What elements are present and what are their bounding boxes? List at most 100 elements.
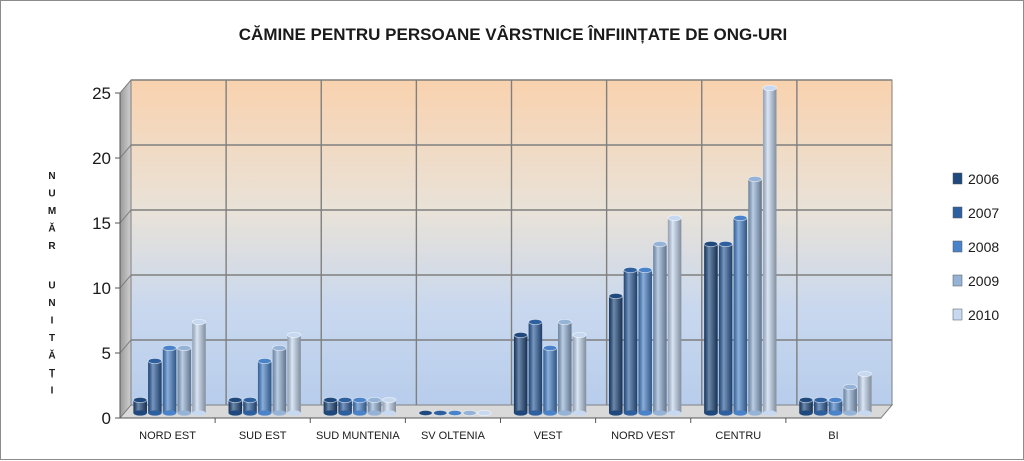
bar-base <box>287 410 301 416</box>
bar-base <box>762 410 777 416</box>
bar <box>352 396 367 416</box>
bar <box>228 396 243 416</box>
legend-swatch <box>952 308 963 321</box>
bar <box>608 292 623 416</box>
bar-shade <box>287 335 301 413</box>
bar-top <box>608 292 623 299</box>
bar <box>667 214 682 416</box>
bar-top <box>733 214 748 221</box>
bar <box>477 409 492 416</box>
y-tick-label: 20 <box>92 149 111 168</box>
bar-top <box>447 409 463 416</box>
bar <box>272 344 287 416</box>
bar-shade <box>572 335 587 413</box>
bar-base <box>513 410 528 416</box>
bar-shade <box>843 387 857 413</box>
bar <box>718 240 733 416</box>
bar-base <box>257 410 272 416</box>
bar-shade <box>638 270 652 413</box>
bar-base <box>733 410 748 416</box>
bar <box>257 357 272 416</box>
bar-top <box>718 240 733 247</box>
bar-shade <box>667 218 682 413</box>
bar-top <box>477 409 492 416</box>
bar-shade <box>813 400 828 413</box>
gridline-side <box>119 144 132 159</box>
bar <box>703 240 719 416</box>
bar-base <box>543 410 557 416</box>
bar-shade <box>858 374 872 413</box>
bar-top <box>272 344 287 351</box>
bar-base <box>667 410 682 416</box>
bar-top <box>462 409 477 416</box>
bar-base <box>843 410 857 416</box>
bar <box>191 318 207 416</box>
y-tick-label: 5 <box>102 344 111 363</box>
bar <box>513 331 528 416</box>
bar-top <box>133 396 148 403</box>
bar-shade <box>272 348 287 413</box>
bar-shade <box>704 244 718 413</box>
bar-shade <box>162 348 177 413</box>
bar-top <box>528 318 543 325</box>
x-axis: NORD EST SUD EST SUD MUNTENIA SV OLTENIA VES… <box>120 417 881 442</box>
y-axis-label-letter: Ă <box>48 349 55 362</box>
bar-top <box>542 344 558 351</box>
x-tick-label: SUD EST <box>239 430 287 442</box>
gridline-side <box>119 274 132 289</box>
bar <box>623 266 638 416</box>
bar-top <box>418 409 433 416</box>
y-tick-label: 15 <box>92 214 111 233</box>
bar-shade <box>228 400 243 413</box>
bar-base <box>148 410 162 416</box>
legend-swatch <box>952 206 963 219</box>
bar-top <box>513 331 528 338</box>
legend: 2006 2007 2008 2009 2010 <box>952 171 999 323</box>
legend-label: 2007 <box>968 205 999 221</box>
y-axis-label-letter: N <box>48 298 55 309</box>
bars-layer <box>133 85 872 416</box>
bar-shade <box>653 244 667 413</box>
y-axis-label-letter: Ț <box>49 368 55 379</box>
bar-top <box>572 331 587 338</box>
x-tick-label: BI <box>828 430 838 442</box>
bar-top <box>747 175 763 182</box>
bar <box>828 396 843 416</box>
bar-shade <box>718 244 733 413</box>
bar <box>528 318 543 416</box>
y-axis-label-letter: I <box>51 316 54 327</box>
bar <box>337 396 353 416</box>
x-tick-label: VEST <box>534 430 563 442</box>
bar <box>572 331 587 416</box>
bar-shade <box>133 400 147 413</box>
bar-shade <box>177 348 192 413</box>
bar-top <box>828 396 843 403</box>
bar <box>542 344 558 416</box>
y-axis-label-letter: T <box>49 333 55 344</box>
bar-shade <box>828 400 843 413</box>
bar-shade <box>323 400 338 413</box>
bar-base <box>272 410 287 416</box>
bar <box>798 396 814 416</box>
bar-base <box>228 410 243 416</box>
y-axis-label-letter: R <box>48 241 56 252</box>
bar-top <box>367 396 382 403</box>
bar-base <box>858 410 872 416</box>
bar-base <box>133 410 147 416</box>
bar-top <box>638 266 653 273</box>
bar <box>447 409 463 416</box>
bar-top <box>228 396 243 403</box>
y-axis-label-letter: M <box>48 206 56 217</box>
y-axis-label-letter: U <box>48 281 55 292</box>
legend-swatch <box>952 274 963 287</box>
legend-label: 2009 <box>968 273 999 289</box>
bar-base <box>558 410 572 416</box>
bar-base <box>799 410 813 416</box>
bar <box>462 409 477 416</box>
y-axis-label-letter: N <box>48 171 55 182</box>
bar <box>242 396 258 416</box>
bar <box>762 85 777 416</box>
